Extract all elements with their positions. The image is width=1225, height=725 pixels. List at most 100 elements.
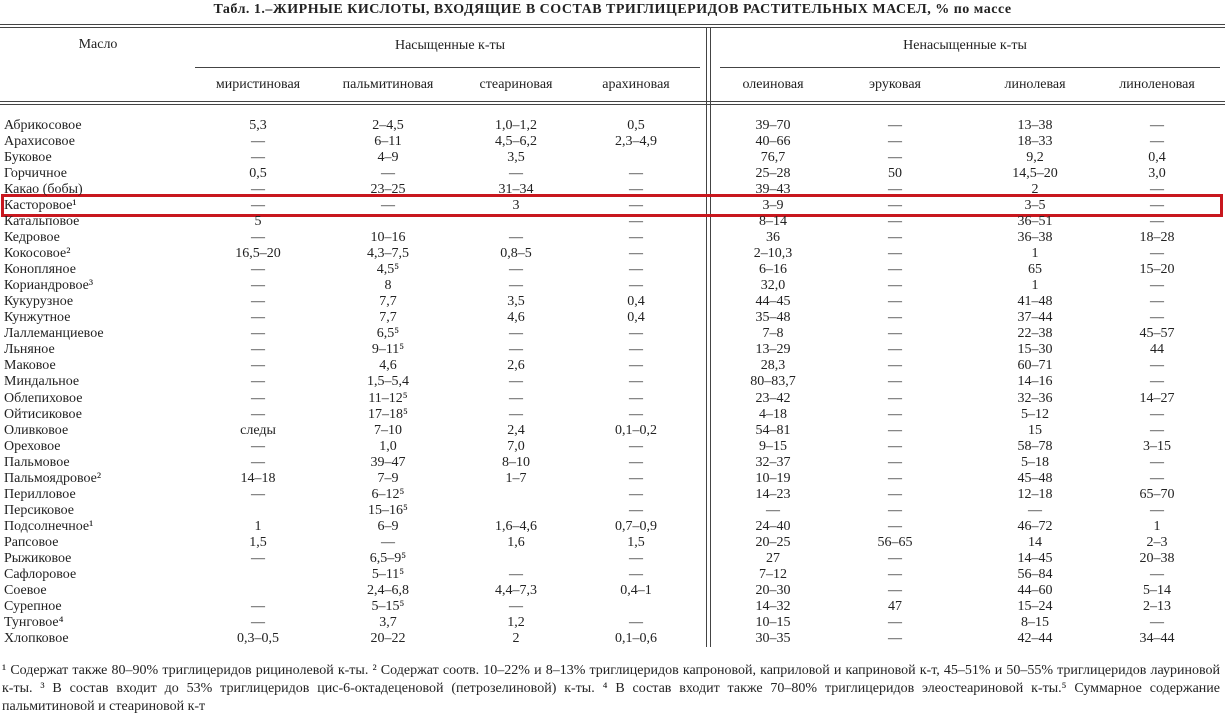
cell: — bbox=[251, 342, 265, 358]
cell: — bbox=[1150, 118, 1164, 133]
oil-name: Ойтисиковое bbox=[4, 406, 82, 422]
cell: 7–9 bbox=[377, 470, 399, 486]
cell: 42–44 bbox=[1017, 630, 1053, 646]
cell: — bbox=[251, 278, 265, 294]
cell: 14–27 bbox=[1139, 390, 1175, 406]
cell: — bbox=[1150, 198, 1164, 214]
cell: — bbox=[888, 246, 902, 262]
cell: 1,6 bbox=[507, 534, 525, 550]
cell: — bbox=[629, 470, 643, 486]
cell: 27 bbox=[766, 550, 780, 566]
header-oil: Масло bbox=[78, 37, 118, 52]
cell: — bbox=[251, 230, 265, 246]
cell: 1,6–4,6 bbox=[495, 518, 537, 534]
cell: — bbox=[629, 390, 643, 406]
rule bbox=[195, 67, 700, 68]
cell: 8–10 bbox=[502, 454, 530, 470]
table-title: Табл. 1.–ЖИРНЫЕ КИСЛОТЫ, ВХОДЯЩИЕ В СОСТ… bbox=[213, 2, 1012, 17]
cell: 2–10,3 bbox=[753, 246, 793, 262]
cell: — bbox=[251, 374, 265, 390]
oil-name: Сурепное bbox=[4, 598, 62, 614]
cell: 3 bbox=[512, 198, 520, 214]
cell: — bbox=[1150, 310, 1164, 326]
cell: 6–11 bbox=[374, 134, 402, 150]
cell: 14,5–20 bbox=[1012, 166, 1058, 182]
cell: — bbox=[251, 150, 265, 166]
cell: 40–66 bbox=[755, 134, 791, 150]
cell: 39–47 bbox=[370, 454, 406, 470]
cell: 20–38 bbox=[1139, 550, 1175, 566]
cell: — bbox=[888, 134, 902, 150]
cell: — bbox=[888, 470, 902, 486]
cell: — bbox=[251, 406, 265, 422]
cell: 25–28 bbox=[755, 166, 791, 182]
cell: 2–3 bbox=[1146, 534, 1168, 550]
cell: 0,1–0,6 bbox=[615, 630, 657, 646]
cell: 65 bbox=[1028, 262, 1042, 278]
cell: — bbox=[1150, 134, 1164, 150]
cell: 7–10 bbox=[374, 422, 402, 438]
cell: 5–15⁵ bbox=[371, 598, 405, 614]
cell: 7,7 bbox=[379, 310, 397, 326]
rule bbox=[0, 104, 1225, 105]
cell: — bbox=[251, 438, 265, 454]
oil-name: Персиковое bbox=[4, 502, 75, 518]
cell: 16,5–20 bbox=[235, 246, 281, 262]
oil-name: Подсолнечное¹ bbox=[4, 518, 94, 534]
cell: — bbox=[888, 278, 902, 294]
cell: — bbox=[629, 278, 643, 294]
oil-name: Сафлоровое bbox=[4, 566, 77, 582]
cell: 45–57 bbox=[1139, 326, 1175, 342]
cell: — bbox=[888, 342, 902, 358]
cell: 3–5 bbox=[1024, 198, 1046, 214]
cell: — bbox=[629, 438, 643, 454]
divider bbox=[710, 27, 711, 647]
cell: 9,2 bbox=[1026, 150, 1044, 166]
oil-name: Миндальное bbox=[4, 374, 80, 390]
cell: 5–18 bbox=[1021, 454, 1049, 470]
cell: — bbox=[888, 198, 902, 214]
cell: 2,6 bbox=[507, 358, 525, 374]
cell: 22–38 bbox=[1017, 326, 1053, 342]
cell: 80–83,7 bbox=[750, 374, 796, 390]
cell: 9–15 bbox=[759, 438, 787, 454]
rule bbox=[0, 27, 1225, 28]
cell: — bbox=[888, 262, 902, 278]
cell: — bbox=[888, 406, 902, 422]
cell: 1,2 bbox=[507, 614, 525, 630]
header-unsaturated: Ненасыщенные к-ты bbox=[903, 38, 1027, 53]
oil-name: Какао (бобы) bbox=[4, 182, 83, 198]
cell: 7,0 bbox=[507, 438, 525, 454]
cell: 7–12 bbox=[759, 566, 787, 582]
cell: 5–11⁵ bbox=[371, 566, 405, 582]
oil-name: Буковое bbox=[4, 150, 52, 166]
oil-name: Рапсовое bbox=[4, 534, 59, 550]
cell: 10–16 bbox=[370, 230, 406, 246]
cell: — bbox=[629, 182, 643, 198]
cell: — bbox=[251, 358, 265, 374]
highlight-box bbox=[1, 194, 1223, 217]
cell: — bbox=[509, 278, 523, 294]
cell: 15–30 bbox=[1017, 342, 1053, 358]
cell: — bbox=[1150, 182, 1164, 198]
cell: 76,7 bbox=[760, 150, 786, 166]
cell: — bbox=[509, 406, 523, 422]
cell: — bbox=[888, 326, 902, 342]
cell: 4–9 bbox=[377, 150, 399, 166]
cell: 32,0 bbox=[760, 278, 786, 294]
cell: — bbox=[888, 374, 902, 390]
cell: 0,4 bbox=[627, 294, 645, 310]
oil-name: Кокосовое² bbox=[4, 246, 71, 262]
cell: — bbox=[509, 166, 523, 182]
cell: — bbox=[629, 502, 643, 518]
cell: 14–32 bbox=[755, 598, 791, 614]
cell: — bbox=[251, 486, 265, 502]
cell: — bbox=[1028, 502, 1042, 518]
cell: — bbox=[1150, 374, 1164, 390]
cell: 2,3–4,9 bbox=[615, 134, 657, 150]
cell: 0,7–0,9 bbox=[615, 518, 657, 534]
cell: — bbox=[1150, 422, 1164, 438]
cell: — bbox=[888, 150, 902, 166]
cell: — bbox=[1150, 566, 1164, 582]
cell: 2,4–6,8 bbox=[367, 582, 409, 598]
